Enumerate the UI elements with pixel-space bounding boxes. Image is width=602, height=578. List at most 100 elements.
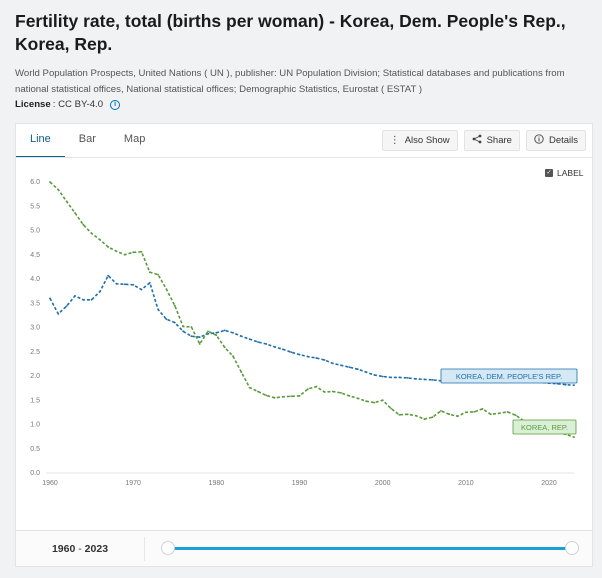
series-point-rok (498, 412, 500, 415)
series-point-rok (157, 273, 160, 276)
range-slider-end-handle[interactable] (565, 541, 579, 555)
series-point-rok (573, 436, 575, 438)
x-tick-label: 2010 (458, 480, 474, 487)
series-point-dprk (65, 305, 68, 307)
series-point-dprk (431, 379, 434, 381)
series-point-dprk (365, 371, 367, 373)
series-point-rok (198, 343, 201, 345)
series-point-rok (506, 411, 509, 413)
series-point-rok (165, 288, 168, 291)
series-label-box (440, 368, 578, 384)
series-point-dprk (323, 359, 326, 361)
series-point-dprk (398, 376, 401, 379)
series-point-rok (365, 400, 367, 403)
series-point-rok (390, 407, 392, 410)
series-point-rok (381, 399, 384, 402)
y-tick-label: 1.0 (30, 422, 40, 429)
y-tick-label: 0.0 (30, 470, 40, 477)
range-divider (144, 537, 145, 561)
series-line-rok (49, 181, 575, 438)
series-point-rok (82, 223, 85, 226)
series-point-rok (306, 388, 309, 390)
share-icon (472, 134, 482, 147)
also-show-button[interactable]: ⋮ Also Show (381, 130, 458, 151)
range-slider-track[interactable] (167, 547, 572, 550)
series-point-dprk (49, 297, 51, 300)
series-point-dprk (140, 288, 143, 291)
series-point-dprk (373, 374, 376, 376)
series-point-rok (57, 188, 60, 191)
tab-map[interactable]: Map (123, 133, 146, 145)
series-point-rok (415, 414, 417, 417)
series-point-rok (356, 397, 359, 400)
details-button[interactable]: Details (525, 130, 586, 151)
series-point-dprk (165, 318, 168, 321)
series-point-rok (406, 413, 409, 416)
range-end: 2023 (84, 543, 109, 555)
series-point-dprk (198, 336, 201, 339)
y-tick-label: 4.0 (30, 276, 40, 283)
series-point-dprk (315, 357, 318, 359)
checkbox-checked-icon[interactable]: ✓ (545, 169, 553, 177)
series-point-rok (298, 395, 301, 397)
series-point-rok (132, 251, 135, 254)
series-point-dprk (248, 338, 251, 340)
details-label: Details (548, 135, 578, 146)
series-label-box (512, 419, 577, 435)
series-point-rok (489, 413, 492, 416)
y-tick-label: 2.5 (30, 349, 40, 356)
share-button[interactable]: Share (463, 130, 520, 151)
series-point-dprk (115, 282, 118, 285)
info-circle-icon (534, 134, 544, 147)
series-point-dprk (348, 366, 351, 369)
series-point-dprk (298, 353, 301, 356)
series-point-rok (190, 326, 193, 328)
series-point-dprk (381, 375, 384, 378)
label-toggle[interactable]: ✓ LABEL (545, 168, 583, 178)
license-row: License : CC BY-4.0 i (15, 99, 121, 110)
info-icon[interactable]: i (110, 99, 121, 110)
series-point-rok (348, 395, 351, 397)
series-point-rok (215, 334, 218, 337)
series-point-dprk (124, 283, 126, 286)
series-point-rok (257, 390, 259, 393)
series-point-rok (240, 371, 243, 373)
series-point-rok (148, 271, 151, 274)
series-point-rok (207, 330, 209, 333)
series-label: KOREA, REP. (521, 423, 568, 432)
label-toggle-text: LABEL (557, 168, 584, 178)
series-point-dprk (223, 329, 226, 332)
series-point-dprk (232, 331, 234, 334)
y-tick-label: 4.5 (30, 252, 40, 259)
series-point-rok (65, 200, 68, 203)
series-point-rok (140, 250, 143, 253)
series-point-rok (265, 394, 268, 397)
more-vertical-icon: ⋮ (389, 135, 400, 146)
y-tick-label: 3.0 (30, 325, 40, 332)
series-point-rok (282, 395, 284, 398)
series-point-dprk (564, 383, 567, 386)
x-tick-label: 2020 (541, 480, 557, 487)
series-point-dprk (182, 330, 185, 333)
series-point-rok (99, 238, 101, 241)
series-point-rok (373, 401, 376, 404)
series-point-rok (273, 396, 276, 399)
x-tick-label: 1990 (292, 480, 308, 487)
also-show-label: Also Show (404, 135, 450, 146)
series-point-rok (124, 253, 126, 256)
tab-bar[interactable]: Bar (78, 133, 96, 145)
range-slider-start-handle[interactable] (161, 541, 175, 555)
series-point-dprk (107, 274, 110, 277)
series-point-rok (465, 411, 467, 414)
series-point-rok (423, 418, 426, 420)
y-tick-label: 2.0 (30, 373, 40, 380)
series-point-dprk (340, 364, 342, 367)
chart-actions: ⋮ Also Show Share Details (381, 130, 586, 151)
series-point-dprk (173, 321, 176, 324)
range-start: 1960 (51, 543, 76, 555)
series-line-dprk (49, 274, 575, 386)
series-point-rok (323, 391, 326, 393)
y-tick-label: 0.5 (30, 446, 40, 453)
x-tick-label: 1960 (42, 480, 58, 487)
range-footer: 1960 - 2023 (15, 531, 593, 567)
